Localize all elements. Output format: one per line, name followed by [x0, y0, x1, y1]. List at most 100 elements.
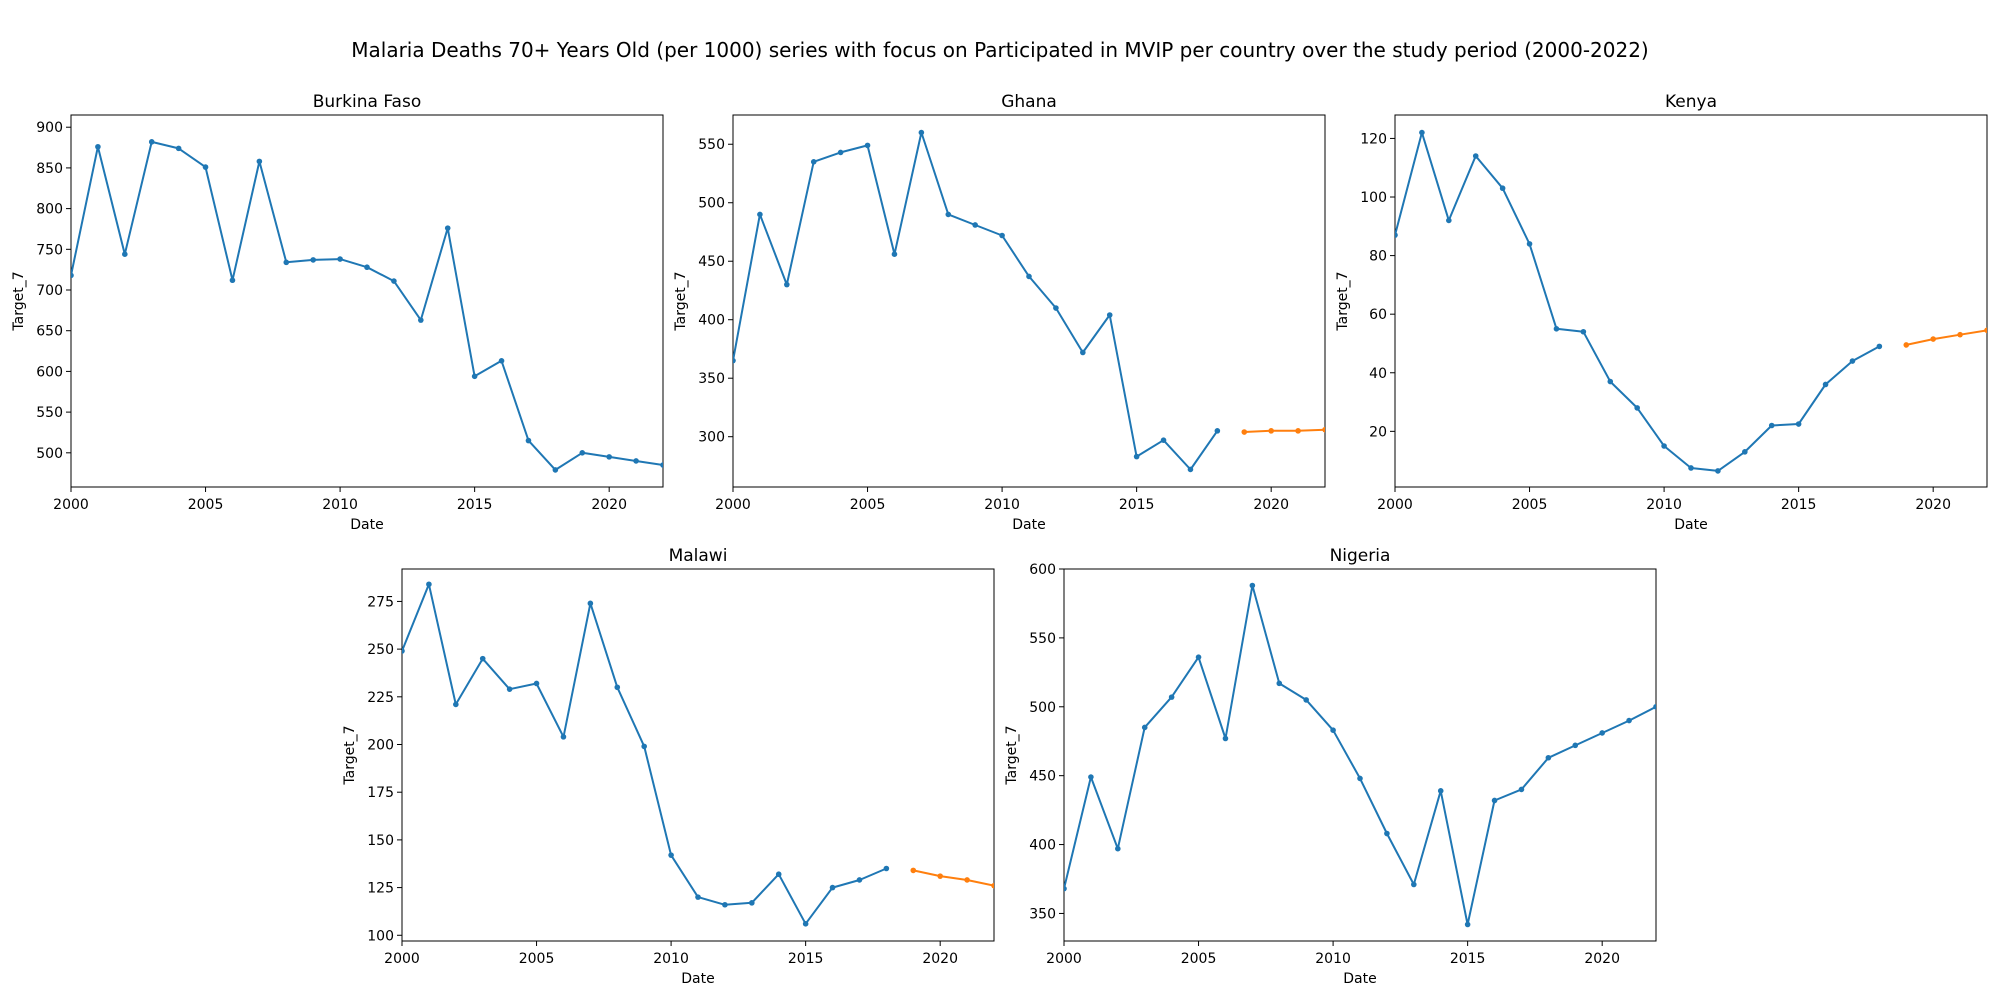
y-tick-label: 750	[36, 242, 63, 258]
y-tick-label: 550	[36, 405, 63, 421]
series-line	[71, 140, 663, 471]
data-point	[525, 437, 532, 444]
y-tick-label: 400	[698, 313, 725, 329]
data-point	[1276, 680, 1283, 687]
y-tick-label: 450	[698, 254, 725, 270]
y-tick-label: 550	[698, 137, 725, 153]
data-point	[1115, 845, 1121, 852]
chart-panels: 2000 2005 2010 2015 2020 500 550 600 650 700 750 80…	[11, 92, 1988, 987]
data-point	[1187, 466, 1194, 473]
y-tick-label: 500	[36, 446, 63, 462]
data-point	[364, 264, 370, 271]
data-point	[606, 454, 612, 460]
chart-panel: 2000 2005 2010 2015 2020 300 350 400 450 500 550 Gh…	[673, 92, 1326, 533]
x-tick-label: 2000	[1046, 951, 1082, 967]
series-line	[913, 869, 994, 887]
data-point	[1064, 885, 1067, 892]
x-tick-label: 2015	[1119, 497, 1155, 513]
data-point	[695, 894, 701, 900]
data-point	[1214, 428, 1221, 434]
data-point	[95, 143, 101, 150]
data-point	[122, 251, 128, 257]
y-tick-label: 175	[367, 785, 394, 801]
data-point	[937, 873, 943, 879]
data-point	[506, 686, 513, 692]
y-tick-label: 650	[36, 324, 63, 340]
data-point	[1080, 349, 1086, 356]
data-point	[498, 358, 505, 364]
data-point	[1472, 153, 1479, 159]
axes-frame	[1394, 114, 1988, 488]
y-tick-label: 350	[698, 371, 725, 387]
data-point	[1491, 797, 1498, 804]
data-point	[1572, 742, 1579, 749]
data-point	[1984, 327, 1987, 334]
data-point	[614, 684, 621, 691]
y-tick-label: 250	[367, 642, 394, 658]
data-point	[587, 600, 594, 607]
axes-frame	[70, 114, 664, 488]
data-point	[1268, 428, 1274, 434]
y-tick-label: 80	[1369, 249, 1387, 265]
data-point	[668, 852, 674, 858]
x-tick-label: 2010	[1646, 497, 1682, 513]
x-tick-label: 2010	[984, 497, 1020, 513]
data-point	[479, 655, 486, 662]
x-axis-label: Date	[350, 517, 383, 533]
x-tick-label: 2015	[1450, 951, 1486, 967]
data-point	[1599, 730, 1605, 736]
series-line	[733, 131, 1219, 471]
data-point	[972, 222, 978, 228]
data-point	[1957, 331, 1963, 338]
y-tick-label: 500	[1029, 700, 1056, 716]
data-point	[337, 256, 343, 262]
data-point	[810, 158, 817, 165]
data-point	[391, 278, 397, 284]
y-tick-label: 400	[1029, 838, 1056, 854]
data-point	[1653, 703, 1656, 710]
data-point	[945, 211, 952, 218]
data-point	[722, 901, 728, 908]
data-point	[1088, 774, 1094, 780]
data-point	[1930, 336, 1936, 342]
x-tick-label: 2015	[457, 497, 493, 513]
data-point	[1195, 654, 1202, 660]
data-point	[1499, 185, 1506, 192]
data-point	[999, 232, 1005, 239]
x-tick-label: 2000	[715, 497, 751, 513]
x-tick-label: 2020	[591, 497, 627, 513]
data-point	[1395, 232, 1398, 238]
data-point	[1026, 273, 1032, 280]
data-point	[1160, 437, 1167, 444]
data-point	[560, 734, 567, 740]
chart-panel: 2000 2005 2010 2015 2020 350 400 450 500 550 600 Ni…	[1004, 546, 1657, 987]
y-tick-label: 450	[1029, 769, 1056, 785]
series-line	[1244, 428, 1325, 433]
data-point	[1661, 443, 1667, 449]
data-point	[426, 581, 432, 588]
data-point	[1607, 378, 1614, 385]
data-point	[1526, 241, 1533, 247]
x-tick-label: 2015	[1781, 497, 1817, 513]
series-line	[1064, 584, 1656, 926]
figure-title: Malaria Deaths 70+ Years Old (per 1000) …	[351, 38, 1648, 62]
data-point	[453, 701, 459, 708]
data-point	[1322, 426, 1325, 433]
data-point	[1053, 305, 1059, 311]
data-point	[229, 277, 236, 284]
data-point	[749, 900, 755, 906]
data-point	[1715, 468, 1721, 474]
x-tick-label: 2005	[188, 497, 224, 513]
data-point	[891, 251, 898, 258]
y-tick-label: 550	[1029, 631, 1056, 647]
data-point	[991, 882, 994, 889]
y-tick-label: 150	[367, 833, 394, 849]
data-point	[1876, 343, 1883, 350]
data-point	[1822, 381, 1829, 388]
x-axis-label: Date	[1674, 517, 1707, 533]
x-axis-label: Date	[1343, 971, 1376, 987]
y-tick-label: 800	[36, 202, 63, 218]
data-point	[1419, 129, 1425, 136]
data-point	[1464, 921, 1471, 928]
